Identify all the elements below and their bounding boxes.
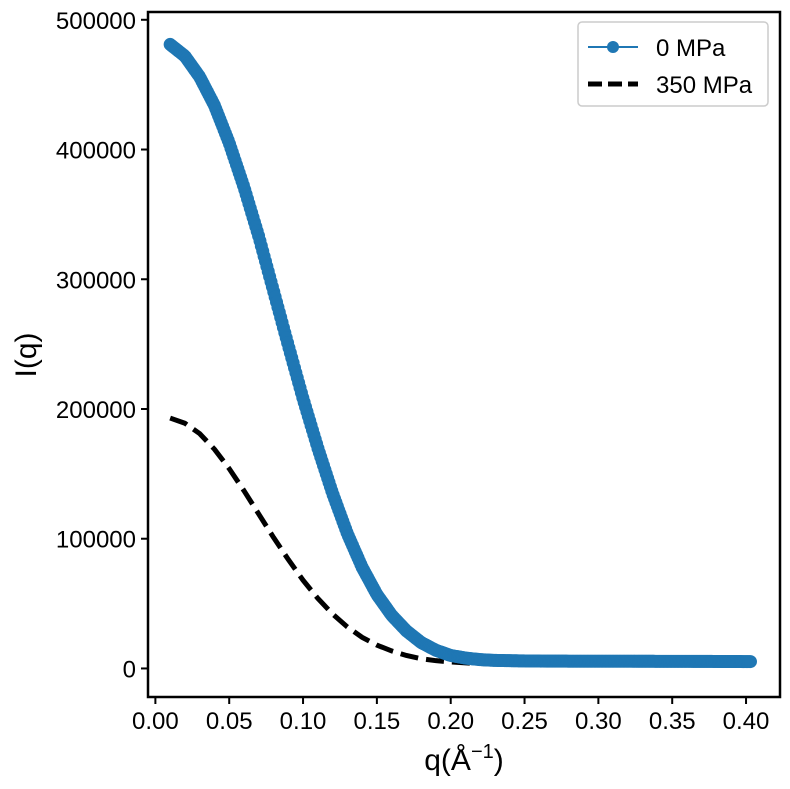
x-tick-label: 0.10 (280, 708, 327, 735)
x-tick-label: 0.05 (206, 708, 253, 735)
x-tick-label: 0.25 (501, 708, 548, 735)
y-tick-label: 500000 (56, 8, 136, 35)
legend-label-0mpa: 0 MPa (656, 35, 726, 62)
y-tick-label: 400000 (56, 138, 136, 165)
series-0mpa (163, 37, 757, 669)
legend-label-350mpa: 350 MPa (656, 72, 753, 99)
y-tick-label: 300000 (56, 267, 136, 294)
x-axis-label-main: q(Å (424, 744, 471, 777)
x-axis: 0.00 0.05 0.10 0.15 0.20 0.25 0.30 0.35 0.40 (132, 697, 769, 735)
series-layer (163, 37, 757, 669)
y-axis: 0 100000 200000 300000 400000 500000 (56, 8, 148, 683)
y-tick-label: 200000 (56, 397, 136, 424)
x-tick-label: 0.20 (427, 708, 474, 735)
x-tick-label: 0.00 (132, 708, 179, 735)
y-tick-label: 100000 (56, 527, 136, 554)
legend: 0 MPa 350 MPa (577, 21, 769, 107)
legend-marker-0mpa (607, 41, 619, 53)
x-tick-label: 0.35 (649, 708, 696, 735)
x-tick-label: 0.40 (723, 708, 770, 735)
y-axis-label: I(q) (10, 333, 43, 378)
y-tick-label: 0 (123, 656, 136, 683)
x-tick-label: 0.15 (354, 708, 401, 735)
legend-box (577, 21, 769, 107)
series-0mpa-point (743, 655, 757, 669)
plot-frame (146, 10, 782, 699)
x-axis-label: q(Å−1) (424, 741, 504, 777)
x-axis-label-superscript: −1 (471, 741, 494, 763)
x-axis-label-close: ) (494, 744, 504, 777)
x-tick-label: 0.30 (575, 708, 622, 735)
